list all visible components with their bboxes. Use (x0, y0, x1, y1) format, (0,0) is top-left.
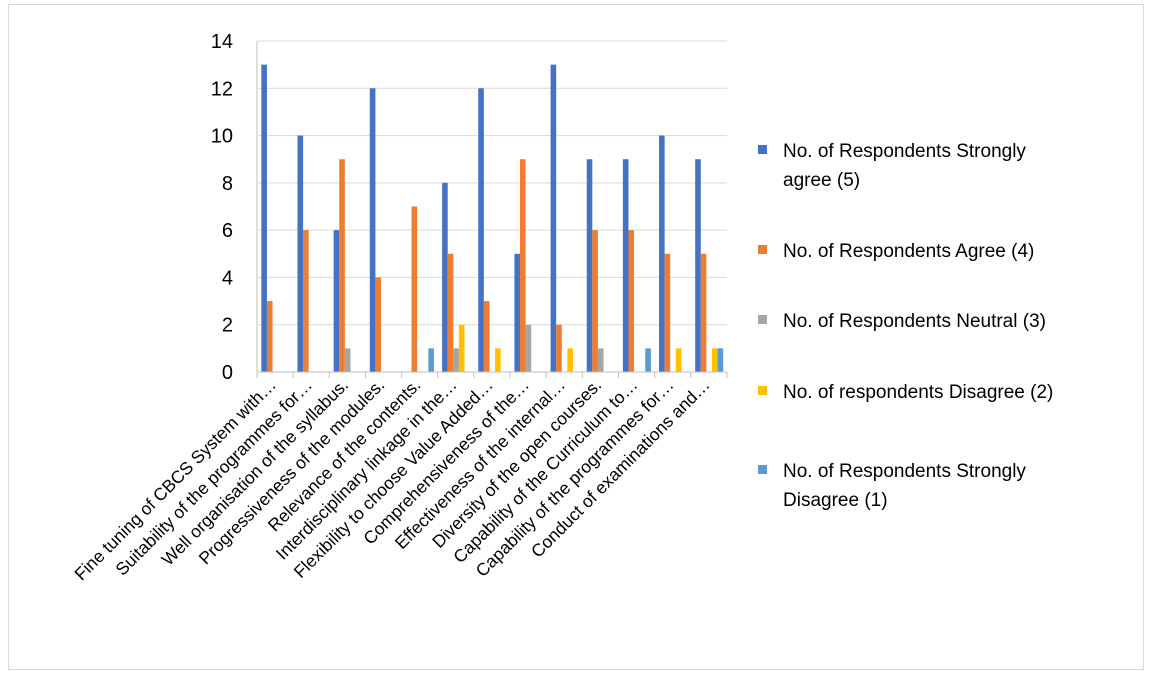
x-tick-labels: Fine tuning of CBCS System with…Suitabil… (70, 375, 713, 584)
bar (453, 348, 459, 372)
bar (525, 324, 532, 372)
bar (514, 253, 521, 372)
y-tick-label: 0 (222, 362, 233, 384)
legend-swatch (758, 245, 767, 254)
bar (442, 182, 448, 372)
legend-label-line: No. of Respondents Agree (4) (783, 241, 1034, 262)
bar (344, 348, 351, 372)
legend-item: No. of Respondents Agree (4) (758, 241, 1034, 262)
legend-label: No. of respondents Disagree (2) (783, 382, 1053, 403)
legend-label-line: No. of Respondents Strongly (783, 461, 1026, 482)
axes (256, 41, 728, 378)
bar (622, 159, 629, 372)
bar (297, 135, 304, 372)
bar (369, 88, 376, 373)
legend-label-line: agree (5) (783, 170, 860, 191)
y-tick-label: 8 (222, 173, 233, 195)
bar (458, 324, 465, 372)
bar (645, 348, 651, 372)
legend-label: No. of Respondents Strongly agree (5) (783, 141, 1026, 191)
legend-label-line: No. of Respondents Neutral (3) (783, 311, 1046, 332)
bar (428, 348, 434, 372)
legend: No. of Respondents Strongly agree (5)No. … (758, 141, 1053, 511)
bar (695, 159, 701, 372)
y-tick-labels: 0 2 4 6 8 10 12 14 (211, 31, 233, 384)
bar (375, 277, 381, 372)
bar (261, 64, 267, 373)
legend-swatch (758, 145, 767, 154)
bar (495, 348, 501, 372)
y-tick-label: 4 (222, 267, 233, 289)
bar (711, 348, 718, 372)
legend-swatch (758, 465, 767, 474)
legend-label-line: No. of Respondents Strongly (783, 141, 1026, 162)
legend-swatch (758, 315, 767, 324)
bar (447, 253, 454, 372)
bar (664, 253, 671, 372)
legend-item: No. of Respondents Strongly agree (5) (758, 141, 1026, 191)
bar (483, 301, 490, 372)
y-tick-label: 10 (211, 126, 233, 148)
bar (303, 230, 309, 372)
legend-item: No. of respondents Disagree (2) (758, 382, 1053, 403)
bar (478, 88, 484, 373)
bar (659, 135, 665, 372)
bar (567, 348, 573, 372)
bars (261, 64, 724, 373)
legend-swatch (758, 386, 767, 395)
legend-item: No. of Respondents Strongly Disagree (1) (758, 461, 1026, 511)
legend-label: No. of Respondents Strongly Disagree (1) (783, 461, 1026, 511)
legend-label-line: Disagree (1) (783, 490, 888, 511)
bar (333, 230, 340, 372)
bar (597, 348, 604, 372)
bar (675, 348, 682, 372)
legend-item: No. of Respondents Neutral (3) (758, 311, 1046, 332)
bar (700, 253, 707, 372)
legend-label: No. of Respondents Agree (4) (783, 241, 1034, 262)
y-tick-label: 2 (222, 315, 233, 337)
y-tick-label: 14 (211, 31, 233, 53)
legend-label: No. of Respondents Neutral (3) (783, 311, 1046, 332)
legend-label-line: No. of respondents Disagree (2) (783, 382, 1053, 403)
bar (266, 301, 273, 372)
bar (339, 159, 345, 372)
bar (586, 159, 593, 372)
bar (411, 206, 418, 372)
y-tick-label: 6 (222, 220, 233, 242)
bar (628, 230, 635, 372)
bar (556, 324, 562, 372)
bar (520, 159, 526, 372)
bar (592, 230, 598, 372)
bar (550, 64, 557, 373)
y-tick-label: 12 (211, 78, 233, 100)
chart-frame (8, 4, 1144, 670)
bar (717, 348, 724, 372)
gridlines (257, 40, 727, 326)
